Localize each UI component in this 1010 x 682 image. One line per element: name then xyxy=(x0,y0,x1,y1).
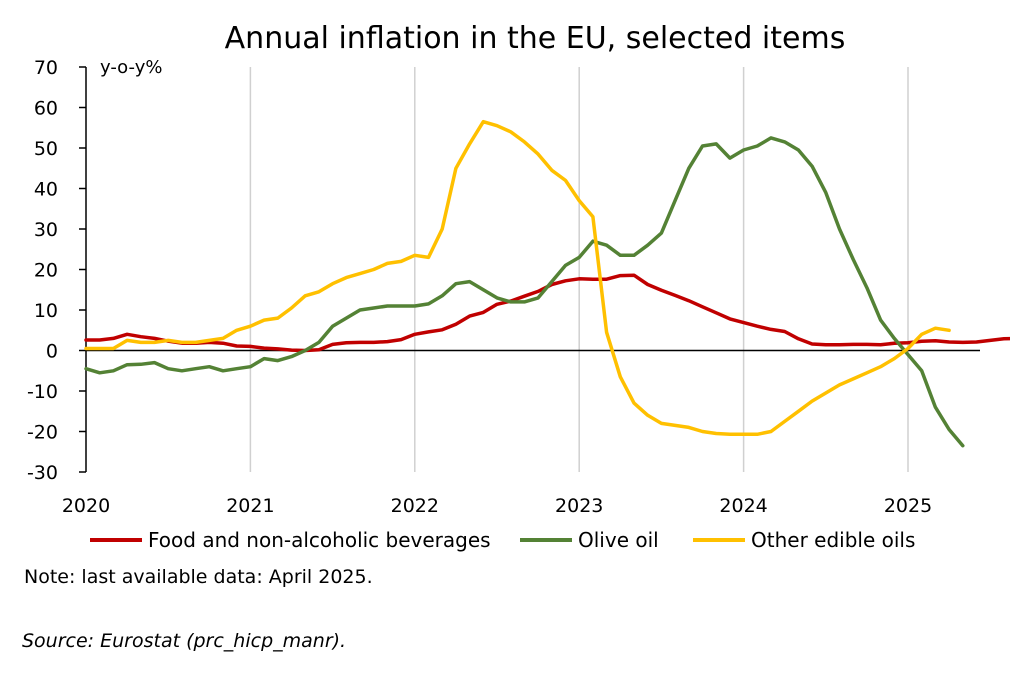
chart-source: Source: Eurostat (prc_hicp_manr). xyxy=(22,630,347,652)
y-tick-label: 20 xyxy=(34,260,58,282)
gridlines xyxy=(249,67,909,472)
y-tick-label: 40 xyxy=(34,179,58,201)
series-line-food-and-non-alcoholic-beverages xyxy=(84,273,1010,353)
y-tick-label: -20 xyxy=(27,422,58,444)
y-axis-unit-label: y-o-y% xyxy=(100,57,162,78)
y-tick-label: -30 xyxy=(27,462,58,484)
axes: 2020 2021 2022 2023 2024 2025 -30 -20 -10 0 10 20 30… xyxy=(27,57,980,517)
series-lines xyxy=(84,119,1010,448)
legend: Food and non-alcoholic beverages Olive oi… xyxy=(90,528,915,552)
line-chart: Annual inflation in the EU, selected ite… xyxy=(27,21,1010,552)
legend-label: Olive oil xyxy=(578,528,659,552)
y-tick-label: 60 xyxy=(34,98,58,120)
x-tick-label: 2022 xyxy=(391,495,439,517)
legend-label: Other edible oils xyxy=(751,528,915,552)
legend-label: Food and non-alcoholic beverages xyxy=(148,528,491,552)
y-tick-label: -10 xyxy=(27,381,58,403)
series-line-other-edible-oils xyxy=(84,119,951,437)
y-tick-label: 30 xyxy=(34,219,58,241)
x-tick-label: 2021 xyxy=(226,495,274,517)
y-tick-label: 50 xyxy=(34,138,58,160)
x-tick-label: 2020 xyxy=(62,495,110,517)
y-tick-label: 70 xyxy=(34,57,58,79)
chart-note: Note: last available data: April 2025. xyxy=(24,566,373,588)
series-line-olive-oil xyxy=(84,136,965,448)
x-tick-label: 2023 xyxy=(555,495,603,517)
y-tick-label: 0 xyxy=(46,341,58,363)
y-tick-label: 10 xyxy=(34,300,58,322)
x-tick-label: 2024 xyxy=(719,495,767,517)
chart-title: Annual inflation in the EU, selected ite… xyxy=(225,21,846,56)
x-tick-label: 2025 xyxy=(884,495,932,517)
